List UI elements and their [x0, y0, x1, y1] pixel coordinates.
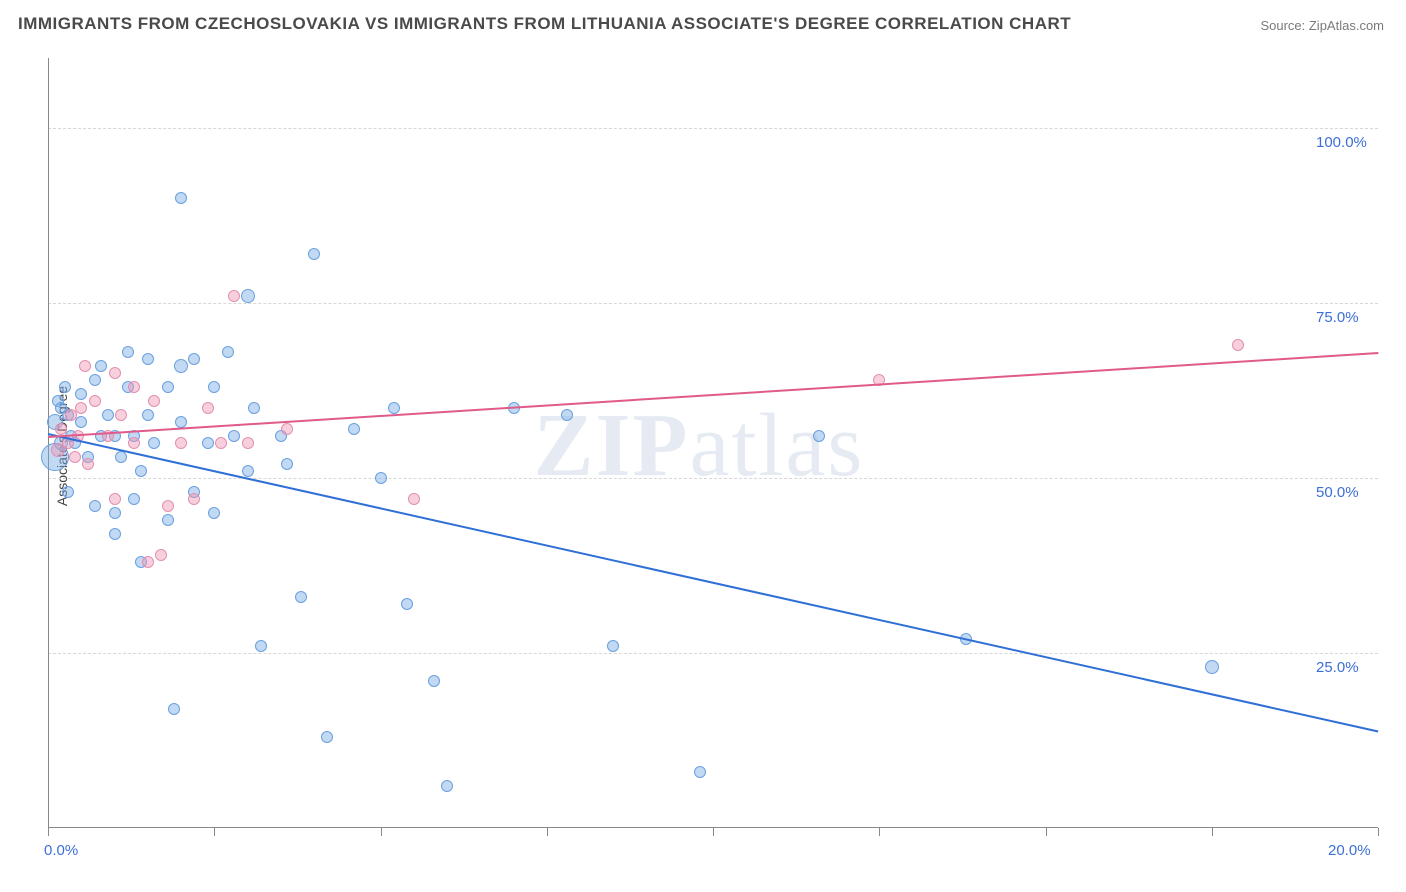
x-tick [547, 828, 548, 836]
data-point-czech [75, 388, 87, 400]
data-point-lith [115, 409, 127, 421]
data-point-czech [441, 780, 453, 792]
data-point-czech [174, 359, 188, 373]
data-point-czech [321, 731, 333, 743]
data-point-czech [428, 675, 440, 687]
data-point-czech [89, 374, 101, 386]
data-point-czech [388, 402, 400, 414]
data-point-czech [142, 409, 154, 421]
data-point-lith [215, 437, 227, 449]
data-point-czech [59, 381, 71, 393]
data-point-czech [255, 640, 267, 652]
data-point-czech [89, 500, 101, 512]
x-tick [48, 828, 49, 836]
data-point-lith [89, 395, 101, 407]
data-point-lith [82, 458, 94, 470]
data-point-lith [128, 437, 140, 449]
x-tick [1378, 828, 1379, 836]
data-point-czech [75, 416, 87, 428]
data-point-czech [168, 703, 180, 715]
data-point-czech [375, 472, 387, 484]
source-label: Source: ZipAtlas.com [1260, 18, 1384, 33]
data-point-lith [148, 395, 160, 407]
data-point-lith [128, 381, 140, 393]
x-tick [879, 828, 880, 836]
data-point-lith [75, 402, 87, 414]
data-point-czech [208, 381, 220, 393]
data-point-czech [62, 486, 74, 498]
data-point-czech [813, 430, 825, 442]
data-point-czech [162, 381, 174, 393]
x-tick [214, 828, 215, 836]
data-point-lith [1232, 339, 1244, 351]
data-point-lith [79, 360, 91, 372]
data-point-czech [175, 416, 187, 428]
data-point-czech [102, 409, 114, 421]
data-point-lith [155, 549, 167, 561]
data-point-lith [142, 556, 154, 568]
data-point-czech [222, 346, 234, 358]
x-tick [1046, 828, 1047, 836]
data-point-czech [694, 766, 706, 778]
data-point-lith [188, 493, 200, 505]
data-point-czech [128, 493, 140, 505]
data-point-czech [95, 360, 107, 372]
data-point-czech [208, 507, 220, 519]
data-point-lith [242, 437, 254, 449]
data-point-czech [142, 353, 154, 365]
data-point-lith [175, 437, 187, 449]
data-point-czech [162, 514, 174, 526]
data-point-czech [122, 346, 134, 358]
data-point-czech [115, 451, 127, 463]
watermark: ZIPatlas [533, 394, 864, 497]
data-point-czech [109, 528, 121, 540]
data-point-lith [228, 290, 240, 302]
y-tick-label: 25.0% [1316, 659, 1359, 676]
data-point-lith [109, 493, 121, 505]
data-point-czech [109, 507, 121, 519]
data-point-czech [242, 465, 254, 477]
data-point-lith [109, 367, 121, 379]
data-point-czech [202, 437, 214, 449]
gridline [48, 653, 1378, 654]
data-point-czech [228, 430, 240, 442]
data-point-czech [175, 192, 187, 204]
data-point-czech [241, 289, 255, 303]
x-tick-label: 0.0% [44, 842, 78, 859]
data-point-lith [69, 451, 81, 463]
data-point-czech [295, 591, 307, 603]
x-tick-label: 20.0% [1328, 842, 1371, 859]
data-point-lith [55, 423, 67, 435]
x-tick [381, 828, 382, 836]
gridline [48, 303, 1378, 304]
plot-area: 25.0%50.0%75.0%100.0%0.0%20.0%ZIPatlas [48, 58, 1378, 828]
data-point-czech [1205, 660, 1219, 674]
chart-title: IMMIGRANTS FROM CZECHOSLOVAKIA VS IMMIGR… [18, 14, 1071, 34]
data-point-lith [281, 423, 293, 435]
data-point-lith [162, 500, 174, 512]
trend-line-lith [48, 352, 1378, 438]
data-point-lith [408, 493, 420, 505]
data-point-czech [248, 402, 260, 414]
x-tick [1212, 828, 1213, 836]
data-point-czech [561, 409, 573, 421]
data-point-czech [135, 465, 147, 477]
y-tick-label: 100.0% [1316, 134, 1367, 151]
y-tick-label: 75.0% [1316, 309, 1359, 326]
data-point-czech [281, 458, 293, 470]
y-tick-label: 50.0% [1316, 484, 1359, 501]
gridline [48, 128, 1378, 129]
data-point-czech [148, 437, 160, 449]
data-point-czech [401, 598, 413, 610]
x-tick [713, 828, 714, 836]
data-point-lith [202, 402, 214, 414]
data-point-czech [348, 423, 360, 435]
data-point-czech [188, 353, 200, 365]
data-point-czech [607, 640, 619, 652]
data-point-czech [308, 248, 320, 260]
